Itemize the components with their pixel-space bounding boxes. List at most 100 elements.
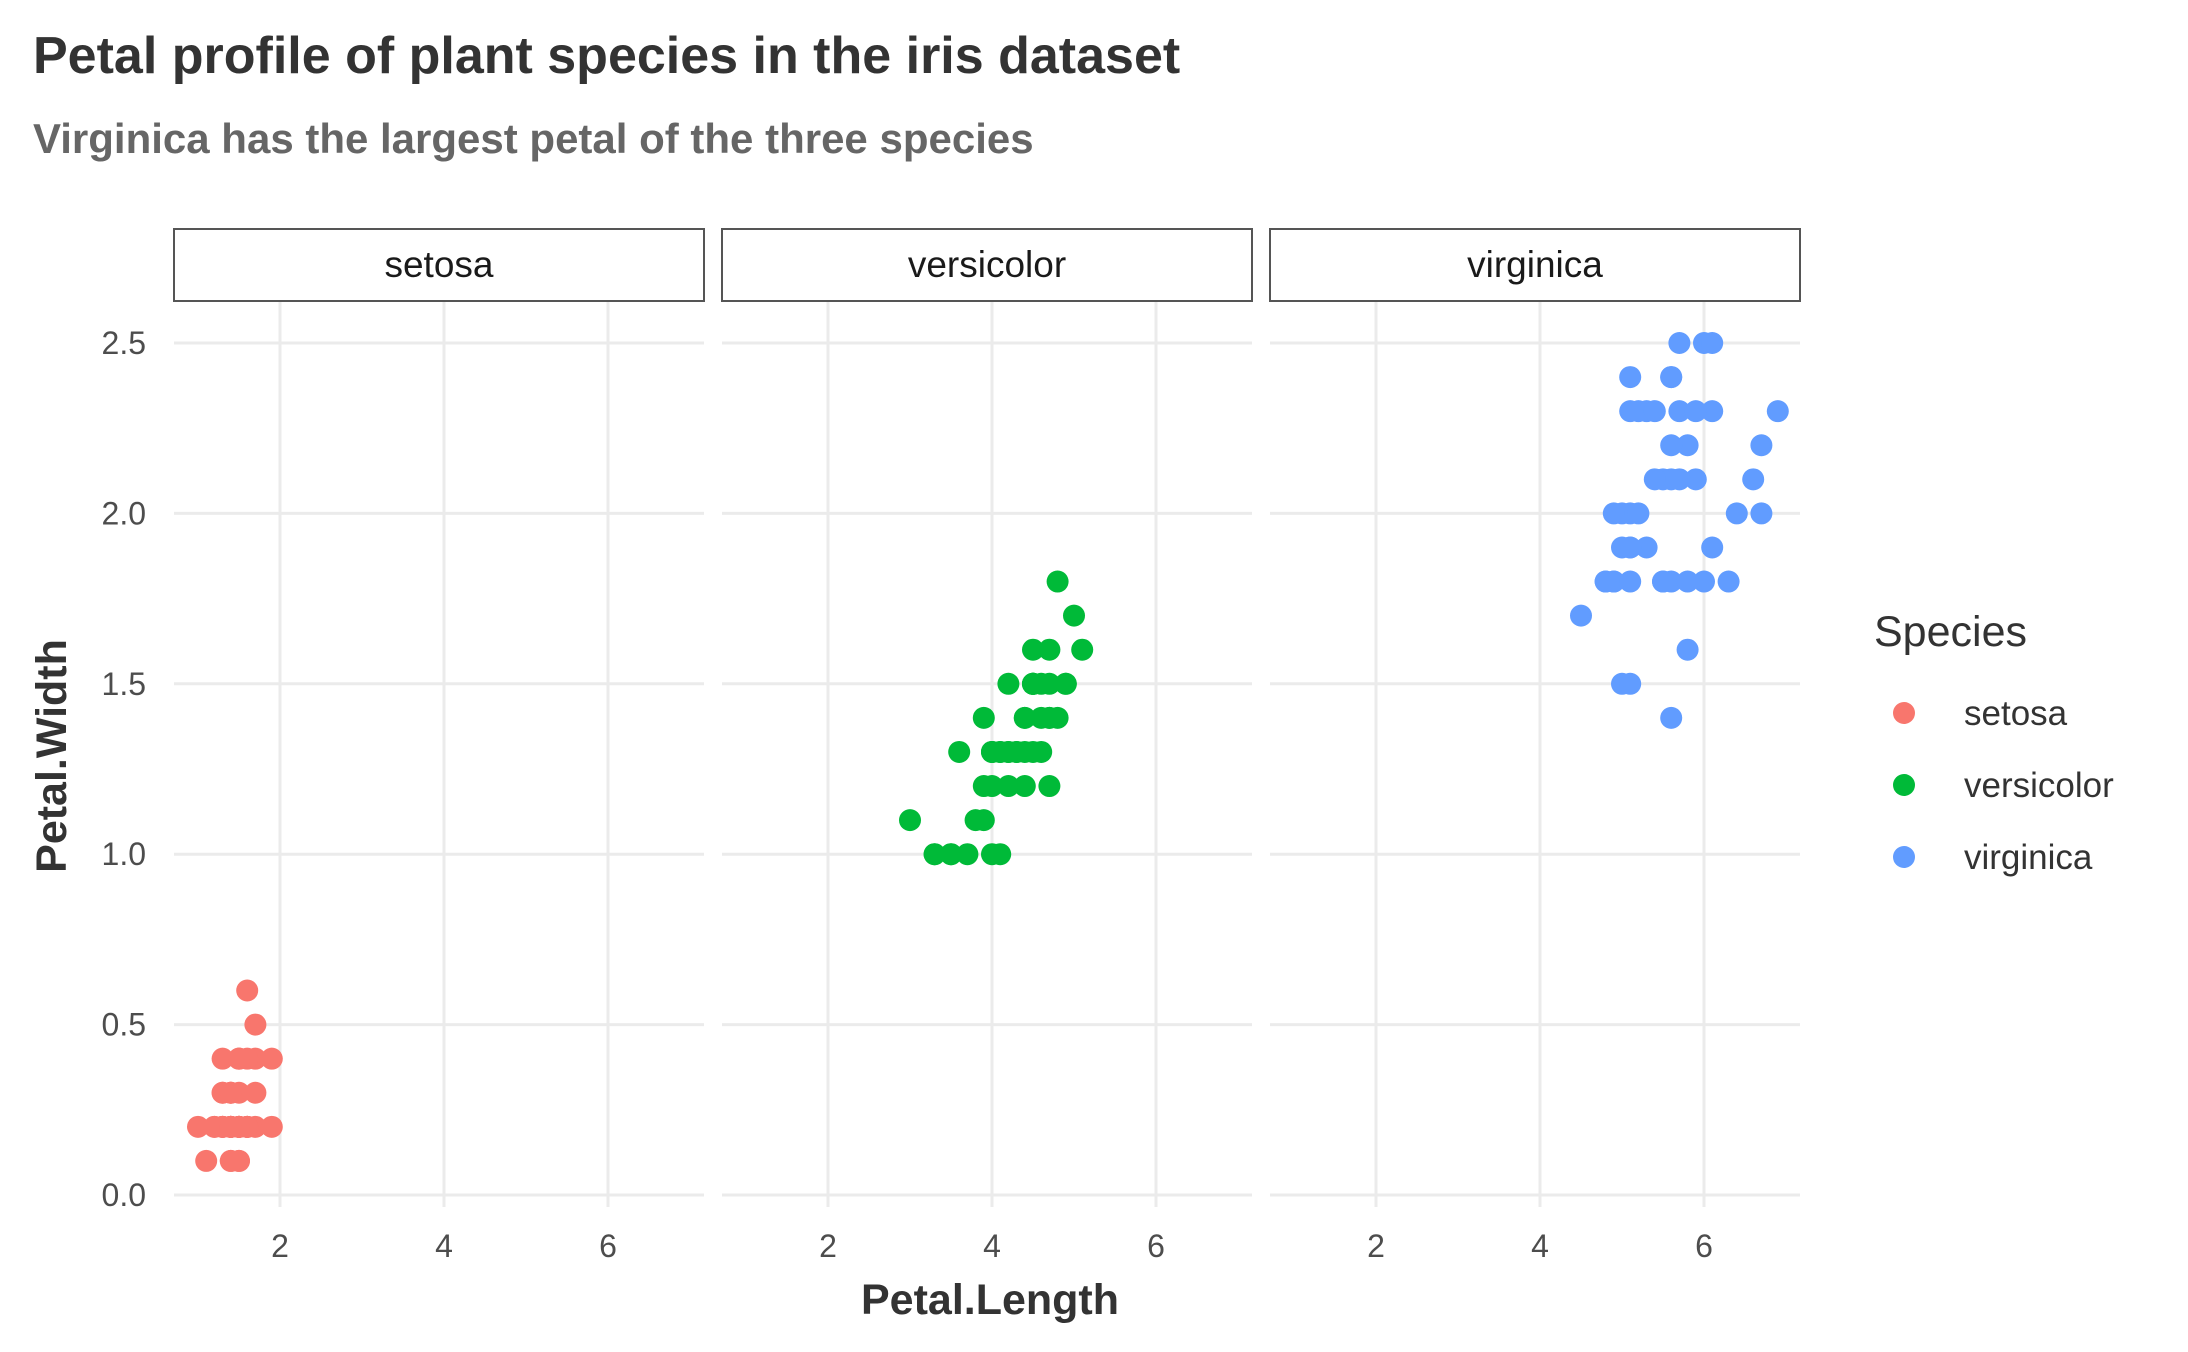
data-point-setosa xyxy=(195,1149,218,1172)
legend-key-virginica xyxy=(1893,846,1915,868)
data-point-versicolor xyxy=(1046,706,1069,729)
facet-panels: setosa 2 4 6 versicolor 2 4 6 virginica 2 4 6 xyxy=(173,228,1801,1264)
legend-label-virginica: virginica xyxy=(1964,838,2093,877)
chart-subtitle: Virginica has the largest petal of the t… xyxy=(33,115,1034,162)
y-axis-title: Petal.Width xyxy=(28,639,76,873)
data-point-virginica xyxy=(1676,434,1699,457)
data-point-versicolor xyxy=(1063,604,1085,627)
data-point-setosa xyxy=(228,1047,250,1070)
data-point-virginica xyxy=(1570,604,1592,627)
data-point-versicolor xyxy=(923,843,946,866)
data-point-versicolor xyxy=(1038,638,1061,661)
data-point-versicolor xyxy=(981,775,1003,798)
chart-title: Petal profile of plant species in the ir… xyxy=(33,27,1180,85)
data-point-virginica xyxy=(1676,638,1699,661)
data-point-virginica xyxy=(1725,502,1748,525)
data-point-versicolor xyxy=(1038,775,1061,798)
data-point-virginica xyxy=(1660,366,1683,389)
facet-panel-virginica: virginica 2 4 6 xyxy=(1269,228,1801,1264)
data-point-virginica xyxy=(1643,400,1666,423)
data-point-virginica xyxy=(1635,536,1658,559)
x-tick-label: 6 xyxy=(599,1228,617,1264)
data-point-virginica xyxy=(1766,400,1789,423)
data-point-virginica xyxy=(1750,502,1773,525)
data-point-virginica xyxy=(1668,332,1691,354)
data-point-versicolor xyxy=(1013,775,1036,798)
data-point-virginica xyxy=(1611,536,1633,559)
x-tick-label: 4 xyxy=(983,1228,1001,1264)
data-point-versicolor xyxy=(997,672,1020,695)
data-point-versicolor xyxy=(1030,740,1053,763)
x-tick-label: 6 xyxy=(1147,1228,1165,1264)
data-point-virginica xyxy=(1619,570,1642,593)
data-point-setosa xyxy=(211,1047,234,1070)
data-point-setosa xyxy=(219,1149,242,1172)
facet-strip-label: virginica xyxy=(1467,244,1603,285)
data-point-setosa xyxy=(219,1115,242,1138)
data-point-versicolor xyxy=(1005,740,1028,763)
data-point-virginica xyxy=(1660,434,1683,457)
data-point-virginica xyxy=(1627,400,1650,423)
y-axis-ticks: 0.0 0.5 1.0 1.5 2.0 2.5 xyxy=(102,325,146,1213)
x-tick-label: 2 xyxy=(271,1228,289,1264)
y-tick-label: 0.0 xyxy=(102,1177,146,1213)
facet-strip xyxy=(173,228,705,302)
data-point-virginica xyxy=(1643,468,1666,491)
data-point-setosa xyxy=(187,1115,209,1138)
facet-strip xyxy=(721,228,1253,302)
legend-label-versicolor: versicolor xyxy=(1964,766,2114,805)
facet-panel-versicolor: versicolor 2 4 6 xyxy=(721,228,1253,1264)
data-point-versicolor xyxy=(1022,672,1044,695)
data-point-virginica xyxy=(1701,332,1724,354)
x-tick-label: 4 xyxy=(435,1228,453,1264)
data-point-virginica xyxy=(1668,400,1691,423)
data-point-versicolor xyxy=(997,775,1020,798)
data-point-virginica xyxy=(1602,502,1625,525)
data-point-setosa xyxy=(244,1081,267,1104)
data-point-versicolor xyxy=(1046,570,1069,593)
x-tick-label: 6 xyxy=(1695,1228,1713,1264)
x-axis-title: Petal.Length xyxy=(861,1276,1119,1324)
legend-key-versicolor xyxy=(1893,774,1915,796)
data-point-virginica xyxy=(1660,468,1683,491)
y-tick-label: 2.0 xyxy=(102,495,146,531)
data-point-virginica xyxy=(1660,706,1683,729)
facet-strip-label: versicolor xyxy=(908,244,1066,285)
data-point-versicolor xyxy=(989,843,1012,866)
data-point-versicolor xyxy=(899,809,921,832)
data-point-virginica xyxy=(1684,400,1707,423)
facet-panel-setosa: setosa 2 4 6 xyxy=(173,228,705,1264)
data-point-setosa xyxy=(244,1013,267,1036)
legend-key-setosa xyxy=(1893,702,1915,724)
facet-strip xyxy=(1269,228,1801,302)
data-point-virginica xyxy=(1693,570,1715,593)
data-point-versicolor xyxy=(989,740,1012,763)
data-point-virginica xyxy=(1750,434,1773,457)
x-tick-label: 2 xyxy=(819,1228,837,1264)
data-point-versicolor xyxy=(1038,672,1061,695)
x-tick-label: 4 xyxy=(1531,1228,1549,1264)
data-point-versicolor xyxy=(1030,706,1053,729)
y-tick-label: 2.5 xyxy=(102,325,146,361)
legend-title: Species xyxy=(1874,608,2027,656)
data-point-virginica xyxy=(1594,570,1617,593)
data-point-versicolor xyxy=(1071,638,1094,661)
data-point-versicolor xyxy=(972,706,995,729)
data-point-virginica xyxy=(1627,502,1650,525)
facet-strip-label: setosa xyxy=(384,244,493,285)
y-tick-label: 0.5 xyxy=(102,1007,146,1043)
data-point-versicolor xyxy=(940,843,962,866)
data-point-virginica xyxy=(1619,366,1642,389)
y-tick-label: 1.0 xyxy=(102,836,146,872)
data-point-virginica xyxy=(1676,570,1699,593)
data-point-versicolor xyxy=(964,809,987,832)
data-point-virginica xyxy=(1701,400,1724,423)
data-point-virginica xyxy=(1742,468,1765,491)
data-point-versicolor xyxy=(1054,672,1077,695)
legend-label-setosa: setosa xyxy=(1964,694,2068,733)
data-point-versicolor xyxy=(948,740,971,763)
data-point-versicolor xyxy=(956,843,979,866)
data-point-virginica xyxy=(1717,570,1740,593)
